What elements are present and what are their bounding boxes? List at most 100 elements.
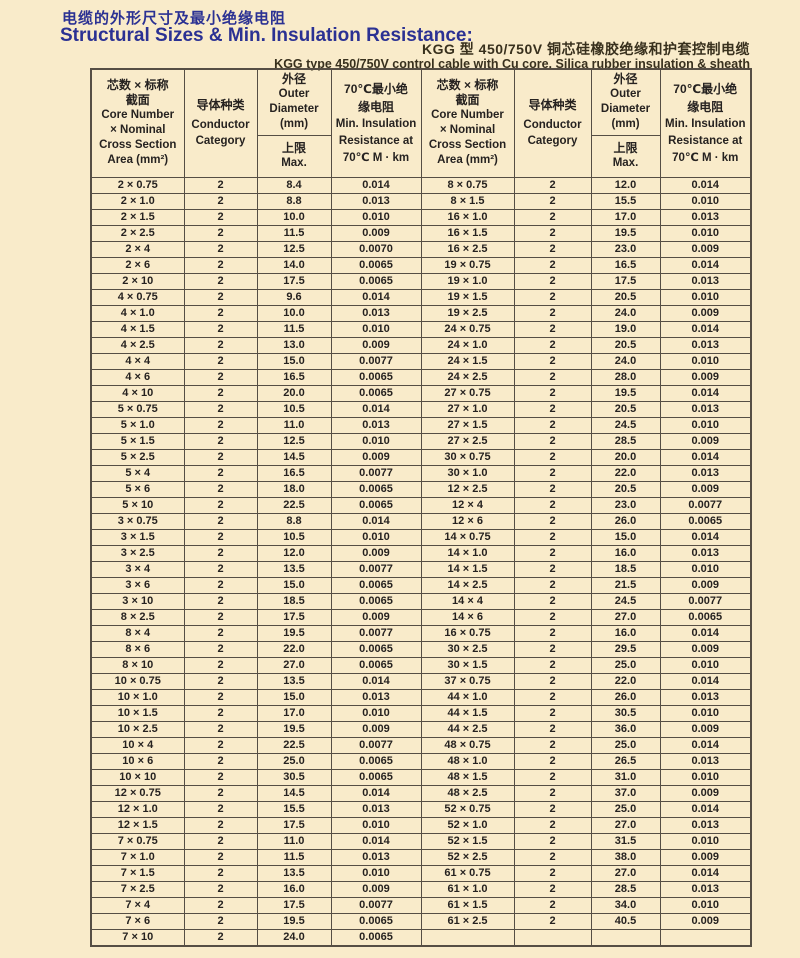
cell: 0.013 [659,464,752,482]
cell: 7 × 0.75 [90,832,185,850]
table-row: 8 × 2.5 2 17.5 0.009 14 × 6 2 27.0 0.0065 [90,608,752,626]
header-line: Cross Section [99,139,177,152]
cell: 0.014 [659,624,752,642]
cell: 48 × 1.0 [420,752,515,770]
cell: 27.0 [590,608,661,626]
cell: 0.009 [659,432,752,450]
cell: 4 × 6 [90,368,185,386]
cell [659,928,752,946]
cell: 24 × 2.5 [420,368,515,386]
cell: 18.5 [256,592,332,610]
cell: 2 [513,208,592,226]
cable-type-subtitle-en: KGG type 450/750V control cable with Cu … [274,57,750,71]
cell: 61 × 0.75 [420,864,515,882]
cell: 10 × 6 [90,752,185,770]
header-line: Outer [610,88,641,101]
cell: 0.013 [659,272,752,290]
header-line: 70℃ M · km [342,151,410,164]
cell: 5 × 6 [90,480,185,498]
cell: 0.0065 [330,256,422,274]
cell: 2 [183,768,258,786]
table-row: 2 × 0.75 2 8.4 0.014 8 × 0.75 2 12.0 0.014 [90,176,752,194]
cell: 20.5 [590,288,661,306]
cell: 30 × 2.5 [420,640,515,658]
cell: 0.010 [659,768,752,786]
cell: 4 × 10 [90,384,185,402]
cell: 3 × 10 [90,592,185,610]
cell: 44 × 1.5 [420,704,515,722]
cell: 2 [183,576,258,594]
cell: 0.013 [330,192,422,210]
header-line: 70℃ M · km [672,151,739,164]
cell: 2 [513,352,592,370]
cell: 11.5 [256,224,332,242]
cell: 0.0065 [330,928,422,946]
cell: 2 [183,800,258,818]
cell: 0.0065 [330,752,422,770]
cell: 24.0 [590,304,661,322]
cell: 3 × 0.75 [90,512,185,530]
cell: 0.0077 [330,624,422,642]
cell: 0.014 [659,320,752,338]
cell: 0.014 [659,736,752,754]
cell: 2 [183,720,258,738]
cell: 0.0077 [659,592,752,610]
cell: 12 × 6 [420,512,515,530]
cell: 0.0070 [330,240,422,258]
cell: 12.5 [256,432,332,450]
cell: 15.0 [590,528,661,546]
cell: 0.0077 [330,736,422,754]
cell: 2 [513,800,592,818]
cell: 2 [513,864,592,882]
cell: 0.014 [330,176,422,194]
header-line: 截面 [125,93,150,108]
cell: 19 × 0.75 [420,256,515,274]
cell: 19.5 [256,912,332,930]
cell: 0.013 [659,544,752,562]
cell: 4 × 0.75 [90,288,185,306]
table-row: 10 × 10 2 30.5 0.0065 48 × 1.5 2 31.0 0.010 [90,768,752,786]
table-row: 2 × 1.5 2 10.0 0.010 16 × 1.0 2 17.0 0.013 [90,208,752,226]
cell: 2 [183,544,258,562]
cell: 2 [513,592,592,610]
cell: 13.5 [256,560,332,578]
cell: 2 [183,640,258,658]
header-line: Conductor [523,119,582,132]
table-row: 7 × 0.75 2 11.0 0.014 52 × 1.5 2 31.5 0.010 [90,832,752,850]
cell: 23.0 [590,240,661,258]
header-resistance-right: 70℃最小绝 缘电阻 Min. Insulation Resistance at… [659,68,752,178]
cell: 19.5 [590,384,661,402]
cell: 2 [513,480,592,498]
header-line: Min. Insulation [335,117,417,130]
cell: 19.5 [590,224,661,242]
table-row: 7 × 6 2 19.5 0.0065 61 × 2.5 2 40.5 0.009 [90,912,752,930]
cell: 48 × 1.5 [420,768,515,786]
cell: 0.014 [330,784,422,802]
cell: 0.014 [659,384,752,402]
cell: 0.009 [330,544,422,562]
table-row: 2 × 2.5 2 11.5 0.009 16 × 1.5 2 19.5 0.010 [90,224,752,242]
cell: 4 × 2.5 [90,336,185,354]
cell: 2 [183,784,258,802]
cell: 17.5 [256,816,332,834]
header-line: 缘电阻 [357,99,394,114]
cell: 14.5 [256,448,332,466]
cell: 16 × 1.5 [420,224,515,242]
cell: 0.010 [659,288,752,306]
header-line: 上限 [281,141,306,155]
cell: 2 [183,704,258,722]
cell: 20.5 [590,336,661,354]
cell: 12 × 2.5 [420,480,515,498]
cell: 24.0 [256,928,332,946]
table-row: 4 × 6 2 16.5 0.0065 24 × 2.5 2 28.0 0.009 [90,368,752,386]
cell: 14 × 1.0 [420,544,515,562]
table-row: 4 × 4 2 15.0 0.0077 24 × 1.5 2 24.0 0.010 [90,352,752,370]
table-row: 4 × 10 2 20.0 0.0065 27 × 0.75 2 19.5 0.014 [90,384,752,402]
cell: 16.0 [256,880,332,898]
table-row: 5 × 0.75 2 10.5 0.014 27 × 1.0 2 20.5 0.013 [90,400,752,418]
cell: 19.0 [590,320,661,338]
header-line: Max. [612,157,639,169]
cell: 27.0 [590,864,661,882]
header-line: Min. Insulation [665,117,746,130]
cell: 38.0 [590,848,661,866]
